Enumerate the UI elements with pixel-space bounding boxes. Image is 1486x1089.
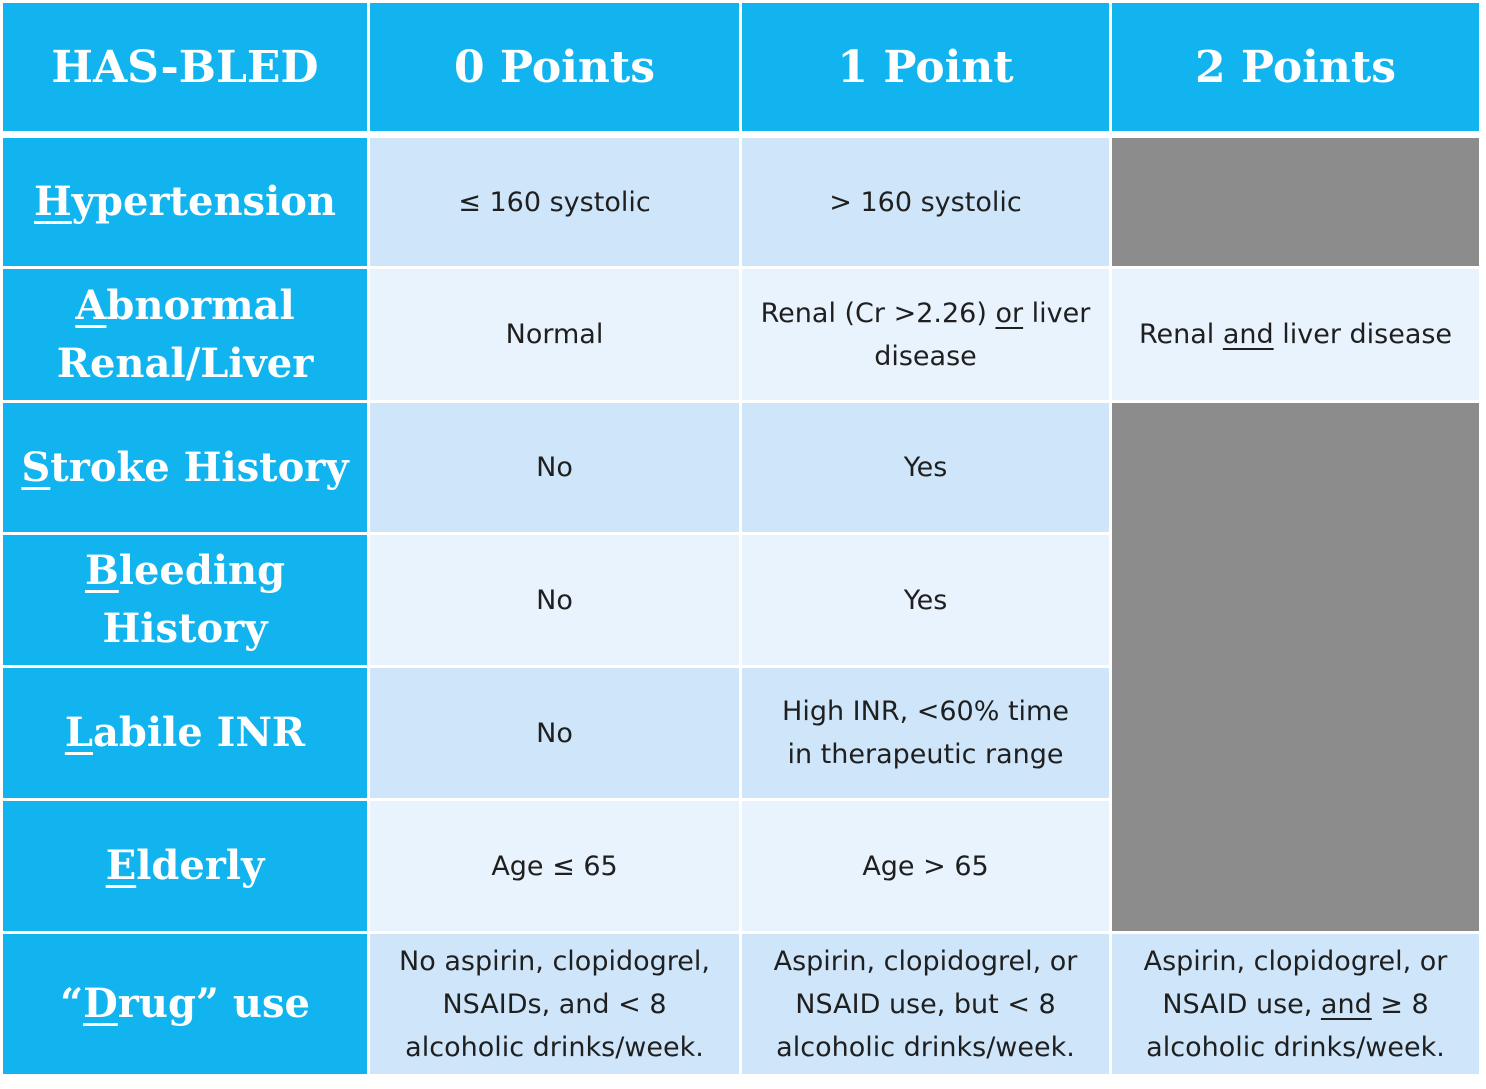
header-0-points: 0 Points [370,3,739,131]
cell-bleeding-1: Yes [742,535,1109,665]
label-initial: B [84,547,119,594]
empty-cell-2-points-merged [1112,403,1479,931]
cell-stroke-0: No [370,403,739,532]
label-initial: S [21,443,51,491]
row-label-drug-use: “Drug” use [3,934,367,1074]
header-2-points: 2 Points [1112,3,1479,131]
cell-elderly-1: Age > 65 [742,801,1109,931]
cell-stroke-1: Yes [742,403,1109,532]
label-initial: L [64,709,93,756]
cell-renal-liver-1: Renal (Cr >2.26) or liver disease [742,269,1109,400]
cell-drug-1: Aspirin, clopidogrel, or NSAID use, but … [742,934,1109,1074]
row-label-bleeding-history: Bleeding History [3,535,367,665]
cell-labile-inr-0: No [370,668,739,798]
cell-drug-2: Aspirin, clopidogrel, or NSAID use, and … [1112,934,1479,1074]
cell-renal-liver-2: Renal and liver disease [1112,269,1479,400]
cell-hypertension-0: ≤ 160 systolic [370,138,739,266]
header-1-point: 1 Point [742,3,1109,131]
label-initial: E [105,842,137,889]
cell-labile-inr-1: High INR, <60% time in therapeutic range [742,668,1109,798]
header-has-bled: HAS-BLED [3,3,367,131]
cell-elderly-0: Age ≤ 65 [370,801,739,931]
row-label-stroke-history: Stroke History [3,403,367,532]
row-label-abnormal-renal-liver: Abnormal Renal/Liver [3,269,367,400]
cell-renal-liver-0: Normal [370,269,739,400]
row-label-labile-inr: Labile INR [3,668,367,798]
row-label-hypertension: Hypertension [3,138,367,266]
label-initial: A [75,281,107,329]
cell-hypertension-1: > 160 systolic [742,138,1109,266]
empty-cell-hypertension-2 [1112,138,1479,266]
label-initial: D [83,980,118,1027]
label-initial: H [33,178,72,225]
cell-drug-0: No aspirin, clopidogrel, NSAIDs, and < 8… [370,934,739,1074]
row-label-elderly: Elderly [3,801,367,931]
cell-bleeding-0: No [370,535,739,665]
